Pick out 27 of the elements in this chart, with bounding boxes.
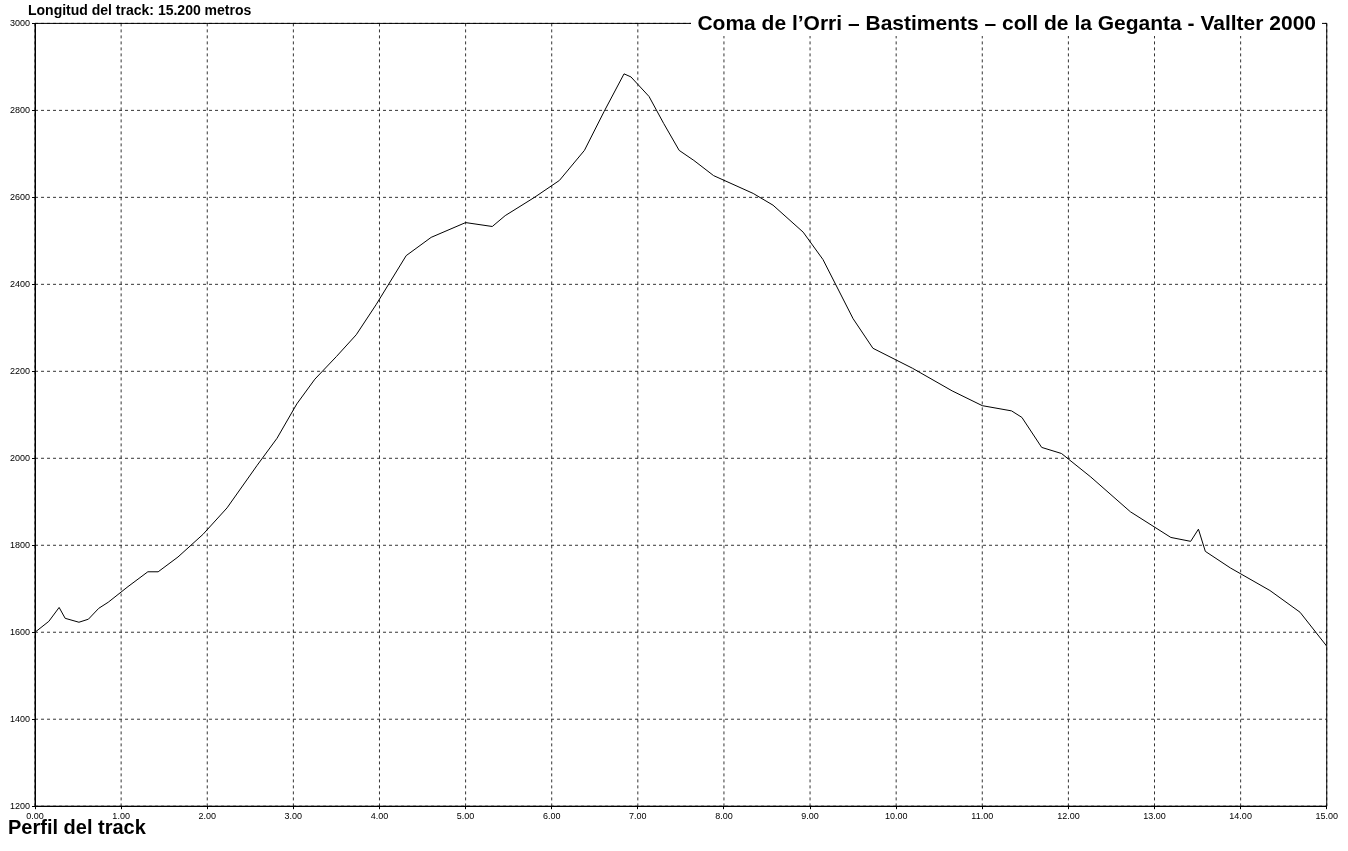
- x-tick-label: 4.00: [370, 811, 389, 822]
- x-tick-label: 6.00: [542, 811, 561, 822]
- chart-title: Coma de l’Orri – Bastiments – coll de la Geganta - Vallter 2000: [691, 10, 1322, 36]
- y-tick-label: 1200: [9, 800, 31, 811]
- x-tick-label: 9.00: [801, 811, 819, 822]
- y-tick-label: 1800: [9, 539, 31, 550]
- y-tick-label: 2400: [9, 278, 31, 289]
- text: Longitud del track: 15.200 metros: [28, 2, 252, 18]
- x-tick-label: 8.00: [715, 811, 733, 822]
- x-tick-label: 5.00: [456, 811, 475, 822]
- y-tick-label: 1400: [9, 713, 31, 724]
- y-tick-label: 1600: [9, 626, 31, 637]
- y-tick-label: 2600: [9, 191, 31, 202]
- x-tick-label: 1.00: [112, 811, 130, 822]
- x-tick-label: 7.00: [629, 811, 647, 822]
- x-tick-label: 3.00: [284, 811, 303, 822]
- x-tick-label: 2.00: [198, 811, 217, 822]
- x-tick-label: 13.00: [1143, 811, 1166, 822]
- y-tick-label: 3000: [9, 17, 31, 28]
- x-tick-label: 14.00: [1229, 811, 1252, 822]
- y-tick-label: 2800: [9, 104, 31, 115]
- x-tick-label: 10.00: [884, 811, 908, 822]
- x-tick-label: 12.00: [1057, 811, 1080, 822]
- x-tick-label: 11.00: [971, 811, 994, 822]
- y-tick-label: 2000: [9, 452, 31, 463]
- x-tick-label: 15.00: [1315, 811, 1338, 822]
- y-tick-label: 2200: [9, 365, 31, 376]
